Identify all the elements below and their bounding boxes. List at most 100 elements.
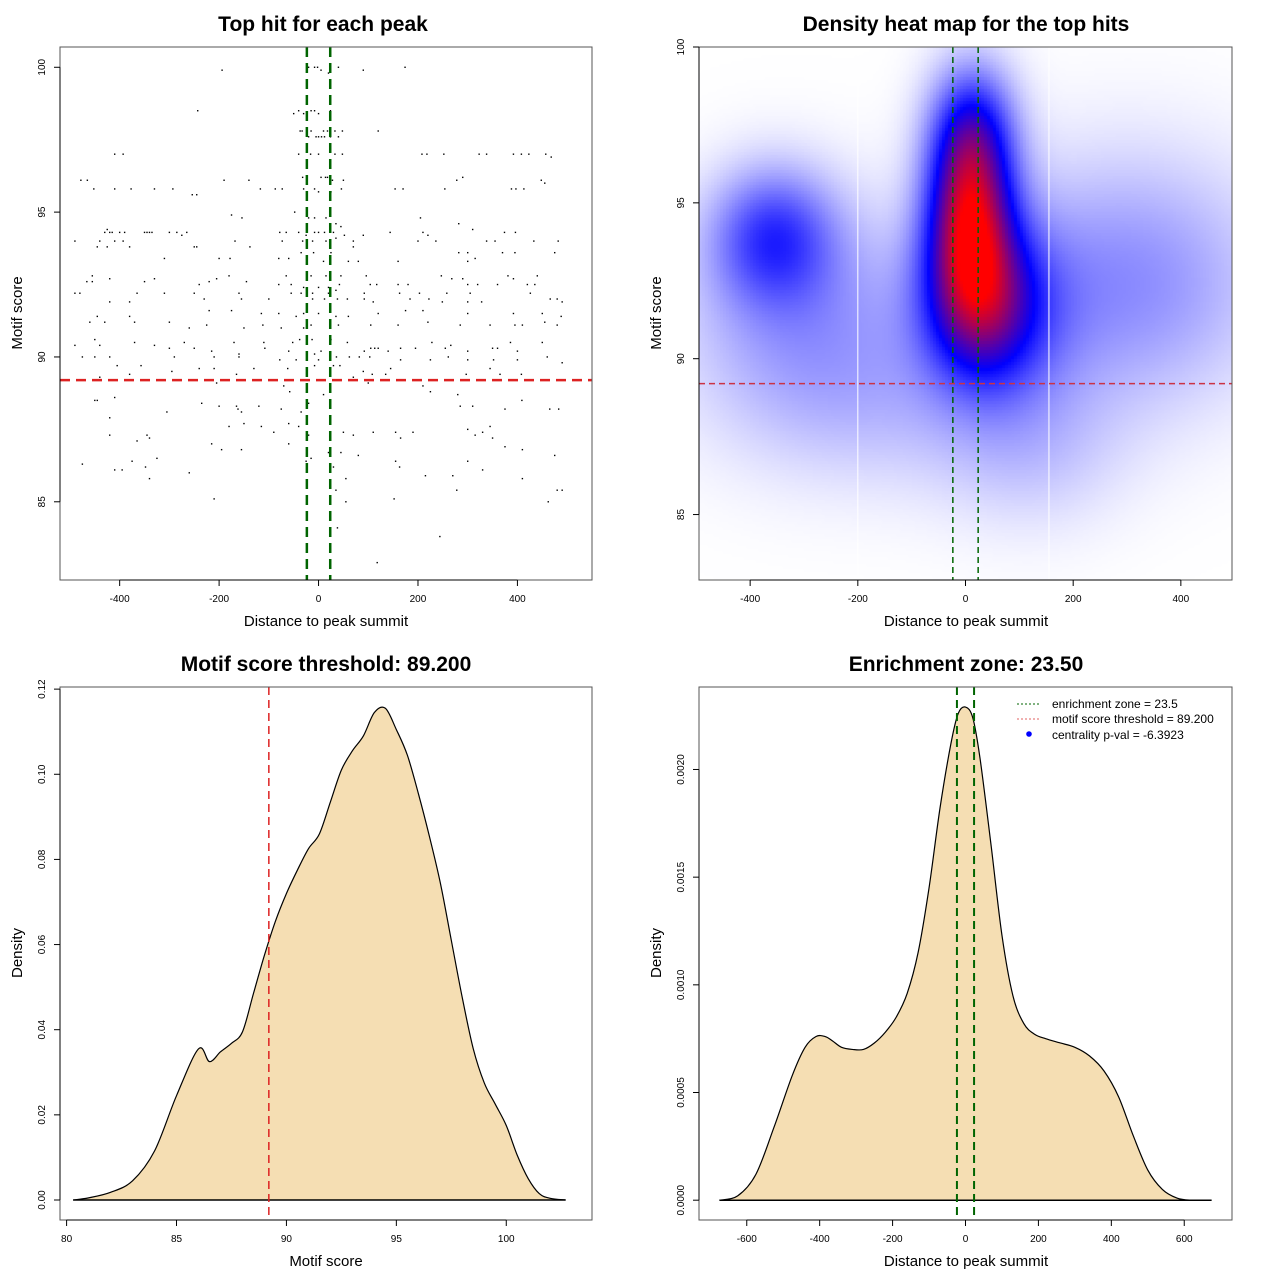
data-point (279, 231, 281, 234)
data-point (335, 315, 337, 318)
data-point (301, 176, 304, 179)
data-point (86, 179, 89, 181)
data-point (422, 231, 424, 234)
data-point (109, 231, 111, 234)
x-tick-label: 0 (963, 594, 969, 605)
data-point (370, 324, 372, 326)
data-point (278, 283, 280, 286)
y-axis-label: Density (648, 927, 665, 978)
data-point (540, 179, 542, 181)
data-point (478, 153, 480, 155)
data-point (547, 501, 549, 503)
data-point (514, 324, 516, 326)
data-point (310, 110, 312, 112)
data-point (441, 301, 444, 303)
data-point (118, 231, 121, 234)
x-tick-label: -200 (209, 594, 229, 605)
data-point (491, 347, 494, 349)
data-point (305, 234, 307, 236)
data-point (323, 136, 326, 138)
data-point (561, 489, 563, 491)
data-point (467, 283, 469, 286)
data-point (213, 367, 215, 370)
data-point (301, 240, 304, 242)
data-point (99, 376, 101, 378)
data-point (140, 364, 142, 367)
data-point (340, 188, 343, 190)
data-point (554, 251, 556, 254)
data-point (439, 535, 441, 538)
data-point (331, 179, 334, 181)
data-point (193, 246, 195, 248)
legend-dot-icon (1026, 731, 1032, 737)
data-point (332, 466, 335, 468)
data-point (372, 301, 374, 303)
data-point (109, 278, 111, 280)
data-point (412, 431, 414, 433)
data-point (397, 324, 399, 326)
y-tick-label: 85 (37, 496, 48, 508)
data-point (317, 191, 320, 193)
data-point (274, 188, 276, 190)
data-point (459, 324, 461, 326)
data-point (376, 283, 378, 286)
data-point (317, 153, 320, 155)
panel-heatmap: Density heat map for the top hits -400 -2… (648, 13, 1233, 630)
data-point (515, 188, 517, 190)
data-point (302, 188, 305, 190)
data-point (418, 292, 421, 294)
data-point (426, 153, 428, 155)
data-point (307, 66, 310, 68)
data-point (300, 411, 302, 413)
data-point (74, 292, 76, 294)
data-point (362, 234, 364, 236)
data-point (223, 179, 225, 181)
data-point (317, 286, 320, 289)
data-point (348, 356, 351, 358)
data-point (492, 359, 495, 361)
data-point (323, 298, 326, 300)
data-point (371, 373, 373, 376)
data-point (116, 364, 118, 367)
data-point (168, 347, 171, 349)
data-point (109, 434, 111, 436)
data-point (529, 292, 532, 294)
data-point (191, 194, 193, 196)
y-axis: 0.0000 0.0005 0.0010 0.0015 0.0020 (676, 754, 700, 1215)
data-point (74, 344, 76, 347)
data-point (544, 182, 546, 184)
data-point (91, 280, 94, 283)
reference-lines (60, 47, 592, 580)
data-point (310, 457, 312, 460)
data-point (474, 257, 476, 260)
data-point (320, 136, 323, 138)
data-point (327, 72, 330, 74)
x-tick-label: -400 (810, 1234, 830, 1245)
data-point (327, 451, 330, 454)
data-point (456, 179, 458, 181)
data-point (337, 136, 340, 138)
data-point (313, 188, 316, 190)
data-point (457, 393, 459, 396)
data-point (313, 66, 316, 68)
data-point (153, 344, 156, 347)
data-point (218, 405, 220, 407)
data-point (397, 260, 399, 263)
data-point (384, 373, 387, 376)
data-point (546, 356, 548, 358)
data-point (293, 211, 296, 213)
data-point (332, 364, 335, 367)
data-point (369, 283, 371, 286)
y-tick-label: 85 (676, 509, 687, 521)
y-tick-label: 95 (37, 206, 48, 218)
data-point (128, 315, 131, 318)
data-point (398, 292, 401, 294)
data-point (450, 344, 452, 347)
x-axis: -600 -400 -200 0 200 400 600 (737, 1219, 1193, 1245)
data-point (320, 176, 322, 179)
data-point (111, 231, 113, 234)
data-point (394, 460, 397, 462)
data-point (287, 367, 289, 370)
data-point (279, 359, 281, 361)
data-point (377, 130, 379, 132)
